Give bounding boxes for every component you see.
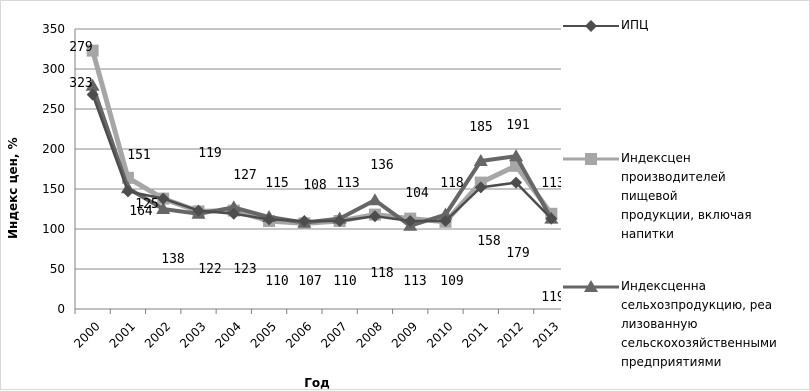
- data-point: [263, 213, 276, 226]
- data-point: [226, 200, 241, 213]
- data-point: [510, 159, 523, 172]
- data-point: [509, 149, 524, 162]
- series-diamond: [86, 88, 558, 227]
- series-line: [91, 94, 553, 223]
- x-tick-label: 2013: [530, 319, 561, 350]
- data-point: [298, 215, 311, 227]
- x-tick-label: 2010: [424, 319, 455, 350]
- data-point: [510, 176, 523, 189]
- x-tick-label: 2001: [107, 319, 138, 350]
- data-point: [368, 210, 381, 223]
- data-label: 113: [541, 176, 561, 191]
- y-tick-label: 150: [42, 182, 65, 196]
- data-point: [367, 193, 382, 206]
- x-tick-label: 2002: [142, 319, 173, 350]
- data-label: 107: [298, 274, 321, 289]
- x-tick-label: 2007: [318, 319, 349, 350]
- data-label: 104: [405, 186, 429, 201]
- data-label: 122: [198, 262, 221, 277]
- data-label: 125: [135, 197, 158, 212]
- data-labels: 279 151 125 119 127 115 108 113 136 104 118 185 191 1…: [69, 40, 561, 305]
- data-point: [192, 204, 205, 217]
- data-point: [474, 181, 487, 194]
- data-point: [157, 192, 170, 205]
- data-point: [86, 88, 99, 101]
- x-tick-label: 2000: [71, 319, 102, 350]
- data-label: 113: [403, 274, 426, 289]
- data-label: 118: [370, 266, 393, 281]
- y-tick-label: 0: [57, 302, 65, 316]
- data-point: [473, 154, 488, 166]
- legend-label-food-producer-index: Индексцен производителей пищевой продукции,…: [621, 151, 752, 241]
- data-label: 323: [69, 76, 92, 91]
- data-label: 185: [469, 120, 492, 135]
- data-label: 123: [233, 262, 256, 277]
- y-tick-label: 200: [42, 142, 65, 156]
- data-label: 115: [265, 176, 288, 191]
- x-tick-label: 2012: [495, 319, 526, 350]
- data-label: 164: [129, 204, 153, 219]
- x-tick-label: 2008: [354, 319, 385, 350]
- data-label: 158: [477, 234, 500, 249]
- data-point: [121, 185, 134, 198]
- x-tick-label: 2006: [283, 319, 314, 350]
- triangle-marker-icon: [563, 280, 619, 292]
- y-tick-label: 50: [50, 262, 65, 276]
- diamond-marker-icon: [563, 20, 619, 32]
- x-axis-title: Год: [304, 376, 330, 390]
- data-label: 119: [541, 290, 561, 305]
- y-tick-label: 300: [42, 62, 65, 76]
- data-label: 110: [333, 274, 356, 289]
- data-label: 138: [161, 252, 184, 267]
- x-tick-label: 2011: [459, 319, 490, 350]
- data-label: 279: [69, 40, 92, 55]
- data-label: 108: [303, 178, 326, 193]
- series-line: [90, 85, 554, 228]
- x-axis-ticks: 2000 2001 2002 2003 2004 2005 2006 2007 2008 2009…: [71, 309, 561, 351]
- x-tick-label: 2003: [177, 319, 208, 350]
- data-point: [439, 215, 452, 227]
- y-axis-title: Индекс цен, %: [6, 137, 20, 239]
- data-label: 109: [440, 274, 463, 289]
- data-point: [86, 44, 99, 57]
- x-tick-label: 2004: [212, 319, 243, 350]
- data-label: 119: [198, 146, 221, 161]
- data-point: [227, 207, 240, 220]
- legend: ИПЦ Индексцен производителей пищевой продук…: [561, 1, 810, 391]
- data-label: 191: [506, 118, 529, 133]
- data-label: 113: [336, 176, 359, 191]
- data-point: [404, 215, 417, 227]
- data-point: [85, 78, 100, 91]
- series-layer: [85, 44, 559, 231]
- data-label: 151: [127, 148, 150, 163]
- x-tick-label: 2005: [248, 319, 279, 350]
- legend-label-cpi: ИПЦ: [621, 18, 649, 32]
- y-tick-label: 100: [42, 222, 65, 236]
- data-label: 136: [370, 158, 393, 173]
- data-label: 179: [506, 246, 529, 261]
- data-label: 110: [265, 274, 288, 289]
- data-point: [333, 215, 346, 227]
- data-point: [156, 202, 171, 214]
- grid-lines: [74, 28, 561, 310]
- y-tick-label: 250: [42, 102, 65, 116]
- y-tick-label: 350: [42, 22, 65, 36]
- data-point: [545, 212, 558, 225]
- data-label: 127: [233, 168, 256, 183]
- data-label: 118: [440, 176, 463, 191]
- square-marker-icon: [563, 153, 619, 165]
- y-axis-ticks: 0 50 100 150 200 250 300 350: [42, 22, 65, 316]
- legend-label-agri-producer-index: Индексценна сельхозпродукцию, реа лизованн…: [621, 279, 777, 369]
- x-tick-label: 2009: [389, 319, 420, 350]
